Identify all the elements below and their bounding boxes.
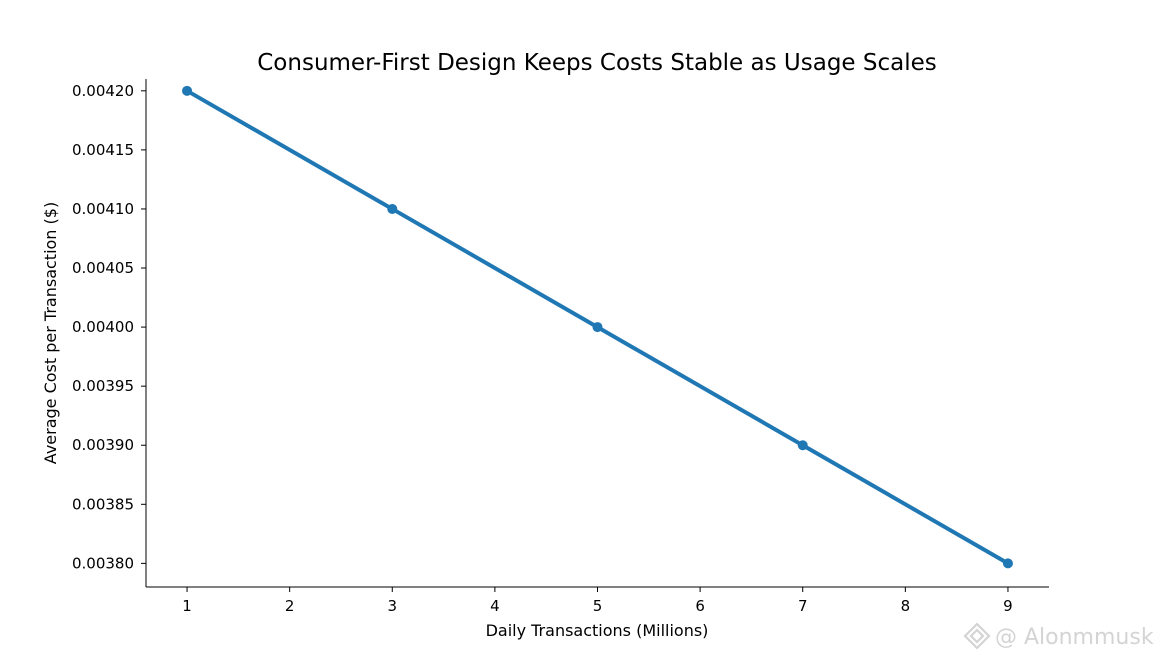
x-axis-label: Daily Transactions (Millions) [486, 621, 709, 640]
chart-title: Consumer-First Design Keeps Costs Stable… [257, 50, 937, 76]
diamond-logo-icon [963, 622, 991, 650]
data-point [592, 322, 603, 333]
x-ticks: 1 2 3 4 5 6 7 8 9 [182, 587, 1013, 615]
x-tick-label: 8 [901, 597, 911, 615]
x-tick-label: 5 [593, 597, 603, 615]
x-tick-label: 2 [285, 597, 295, 615]
data-point [1002, 558, 1013, 569]
x-tick-label: 3 [387, 597, 397, 615]
data-points [182, 85, 1013, 569]
data-point [387, 203, 398, 214]
x-tick-label: 4 [490, 597, 500, 615]
x-tick-label: 1 [182, 597, 192, 615]
data-point [182, 85, 193, 96]
watermark: @ Alonmmusk [963, 622, 1154, 650]
x-tick-label: 9 [1003, 597, 1013, 615]
y-tick-label: 0.00410 [72, 200, 134, 218]
y-tick-label: 0.00420 [72, 82, 134, 100]
y-tick-label: 0.00390 [72, 436, 134, 454]
watermark-text: @ Alonmmusk [995, 625, 1154, 650]
y-tick-label: 0.00385 [72, 495, 134, 513]
x-tick-label: 7 [798, 597, 808, 615]
y-tick-label: 0.00405 [72, 259, 134, 277]
y-ticks: 0.00380 0.00385 0.00390 0.00395 0.00400 0.004… [72, 82, 146, 572]
y-axis-label: Average Cost per Transaction ($) [41, 202, 60, 464]
y-tick-label: 0.00400 [72, 318, 134, 336]
y-tick-label: 0.00380 [72, 554, 134, 572]
data-point [797, 440, 808, 451]
x-tick-label: 6 [695, 597, 705, 615]
y-tick-label: 0.00415 [72, 141, 134, 159]
y-tick-label: 0.00395 [72, 377, 134, 395]
